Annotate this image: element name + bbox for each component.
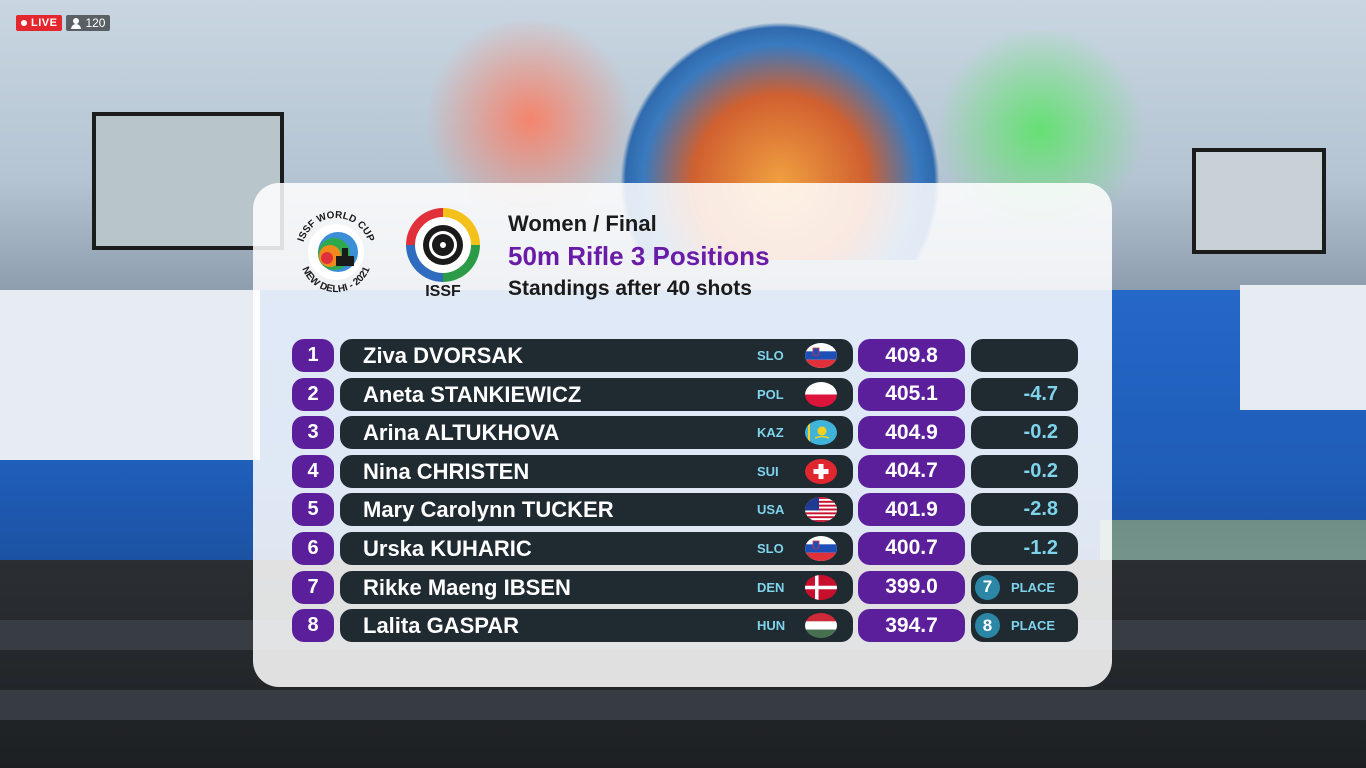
issf-wordmark: ISSF (425, 283, 461, 300)
final-place-box: 7 PLACE (971, 570, 1078, 604)
results-panel: ISSF WORLD CUP NEW DELHI - 2021 ISSF Wom… (253, 183, 1112, 687)
live-badge: LIVE (16, 15, 63, 31)
flag-poland-icon (805, 381, 837, 407)
seat-row (0, 690, 1366, 720)
final-place-number: 8 (975, 613, 1000, 639)
diff-value: -0.2 (1023, 421, 1058, 444)
sponsor-banner-right (1240, 285, 1366, 410)
diff-value: -2.8 (1023, 498, 1058, 521)
athlete-bar: Urska KUHARIC SLO (340, 531, 853, 565)
score-badge: 399.0 (858, 570, 965, 604)
rank-badge: 4 (292, 454, 334, 488)
athlete-bar: Mary Carolynn TUCKER USA (340, 493, 853, 527)
flag-kazakhstan-icon (805, 420, 837, 446)
diff-box: -1.2 (971, 531, 1078, 565)
diff-value: -0.2 (1023, 459, 1058, 482)
final-place-label: PLACE (1011, 579, 1056, 595)
score-badge: 401.9 (858, 493, 965, 527)
flag-switzerland-icon (805, 458, 837, 484)
arena-screen-left (92, 112, 284, 250)
sponsor-banner-left (0, 290, 260, 460)
live-dot-icon (21, 20, 27, 26)
gender-stage-title: Women / Final (508, 211, 657, 236)
noc-code: KAZ (757, 425, 784, 441)
score-badge: 400.7 (858, 531, 965, 565)
flag-slovenia-icon (805, 343, 837, 368)
arena-screen-right (1192, 148, 1326, 254)
event-header: Women / Final 50m Rifle 3 Positions Stan… (508, 209, 770, 305)
flag-usa-icon (805, 497, 837, 523)
rank-badge: 2 (292, 377, 334, 411)
score-badge: 394.7 (858, 609, 965, 643)
noc-code: DEN (757, 579, 785, 595)
rank-badge: 3 (292, 416, 334, 450)
rank-badge: 6 (292, 531, 334, 565)
flag-slovenia-icon (805, 535, 837, 561)
standings-row: 7 Rikke Maeng IBSEN DEN 399.0 7 PLACE (292, 570, 1078, 604)
athlete-name: Mary Carolynn TUCKER (363, 497, 614, 523)
athlete-name: Lalita GASPAR (363, 613, 520, 639)
diff-box (971, 339, 1078, 372)
event-title: 50m Rifle 3 Positions (508, 241, 770, 271)
standings-row: 5 Mary Carolynn TUCKER USA 401.9 -2.8 (292, 493, 1078, 527)
live-indicator: LIVE 120 (16, 15, 111, 31)
athlete-bar: Ziva DVORSAK SLO (340, 339, 853, 372)
viewer-count-value: 120 (85, 16, 106, 30)
athlete-bar: Aneta STANKIEWICZ POL (340, 377, 853, 411)
final-place-label: PLACE (1011, 618, 1056, 634)
noc-code: SLO (757, 540, 784, 556)
rank-badge: 1 (292, 339, 334, 372)
live-label: LIVE (31, 17, 58, 29)
diff-box: -2.8 (971, 493, 1078, 527)
athlete-bar: Lalita GASPAR HUN (340, 609, 853, 643)
issf-target-icon (406, 208, 480, 282)
final-place-number: 7 (975, 574, 1000, 600)
diff-box: -4.7 (971, 377, 1078, 411)
standings-row: 3 Arina ALTUKHOVA KAZ 404.9 -0.2 (292, 416, 1078, 450)
noc-code: SUI (757, 463, 779, 479)
standings-row: 2 Aneta STANKIEWICZ POL 405.1 -4.7 (292, 377, 1078, 411)
athlete-bar: Arina ALTUKHOVA KAZ (340, 416, 853, 450)
noc-code: HUN (757, 618, 786, 634)
issf-logo: ISSF (403, 207, 483, 303)
final-place-box: 8 PLACE (971, 609, 1078, 643)
diff-box: -0.2 (971, 416, 1078, 450)
standings-row: 4 Nina CHRISTEN SUI 404.7 -0.2 (292, 454, 1078, 488)
flag-hungary-icon (805, 613, 837, 639)
athlete-name: Rikke Maeng IBSEN (363, 574, 571, 600)
flag-denmark-icon (805, 574, 837, 600)
user-icon (71, 17, 82, 29)
diff-value: -4.7 (1023, 382, 1058, 405)
rank-badge: 5 (292, 493, 334, 527)
standings-row: 6 Urska KUHARIC SLO 400.7 -1.2 (292, 531, 1078, 565)
world-cup-logo: ISSF WORLD CUP NEW DELHI - 2021 (296, 210, 376, 295)
rank-badge: 7 (292, 570, 334, 604)
viewer-count: 120 (66, 15, 111, 31)
diff-value: -1.2 (1023, 536, 1058, 559)
athlete-name: Arina ALTUKHOVA (363, 420, 560, 446)
standings-row: 8 Lalita GASPAR HUN 394.7 8 PLACE (292, 609, 1078, 643)
standings-list: 1 Ziva DVORSAK SLO 409.8 2 Aneta STANKIE… (292, 339, 1078, 648)
athlete-bar: Rikke Maeng IBSEN DEN (340, 570, 853, 604)
score-badge: 409.8 (858, 339, 965, 372)
athlete-name: Nina CHRISTEN (363, 458, 530, 484)
noc-code: POL (757, 386, 784, 402)
diff-box: -0.2 (971, 454, 1078, 488)
score-badge: 405.1 (858, 377, 965, 411)
noc-code: USA (757, 502, 785, 518)
score-badge: 404.9 (858, 416, 965, 450)
athlete-name: Aneta STANKIEWICZ (363, 381, 582, 407)
rank-badge: 8 (292, 609, 334, 643)
standings-row: 1 Ziva DVORSAK SLO 409.8 (292, 339, 1078, 372)
athlete-name: Urska KUHARIC (363, 535, 532, 561)
score-badge: 404.7 (858, 454, 965, 488)
noc-code: SLO (757, 348, 784, 363)
athlete-name: Ziva DVORSAK (363, 343, 524, 368)
standings-subtitle: Standings after 40 shots (508, 277, 752, 300)
athlete-bar: Nina CHRISTEN SUI (340, 454, 853, 488)
